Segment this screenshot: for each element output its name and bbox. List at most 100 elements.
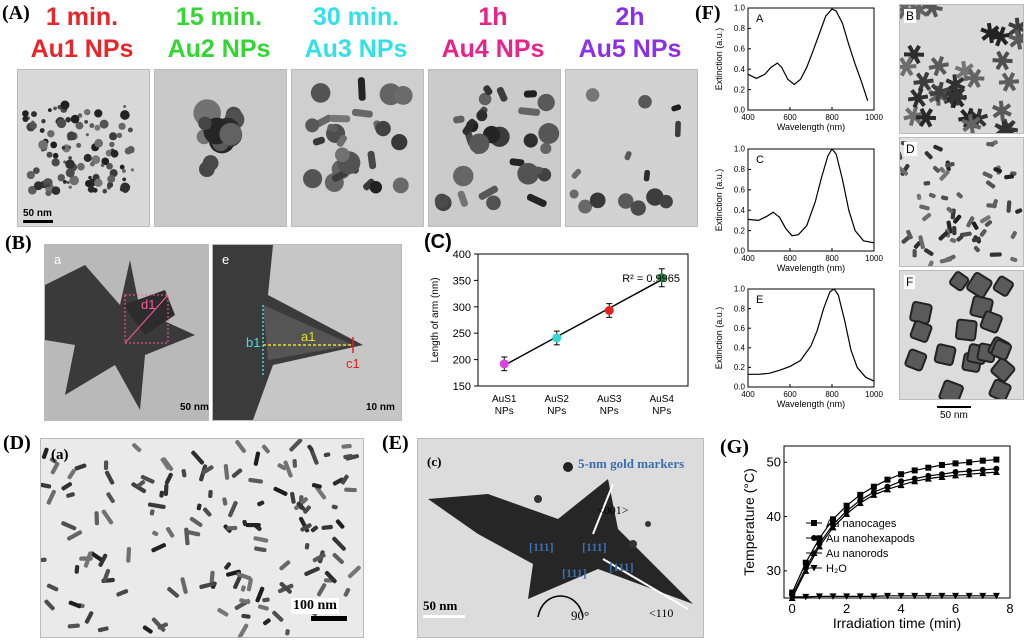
tem-particle xyxy=(41,557,47,563)
tem-particle xyxy=(1004,174,1014,180)
tem-particle xyxy=(66,181,70,185)
tem-particle xyxy=(120,182,131,193)
tem-particle xyxy=(41,447,49,459)
tem-particle xyxy=(496,86,508,102)
chart-f-a-frame xyxy=(747,7,875,111)
chart-c-xtick-label: NPs xyxy=(547,406,566,417)
chart-g-point xyxy=(965,592,973,600)
tem-d-scalebar-label: 100 nm xyxy=(291,598,339,614)
tem-particle xyxy=(523,133,538,148)
tem-particle xyxy=(263,618,271,626)
chart-f-a-xtick-label: 1000 xyxy=(865,113,883,122)
chart-g-point xyxy=(911,592,919,600)
panel-a-label-2: Au2 NPs xyxy=(167,35,271,63)
chart-g-point xyxy=(979,457,986,464)
tem-particle xyxy=(98,553,108,567)
tem-e-scalebar-label: 50 nm xyxy=(423,598,458,613)
tem-particle xyxy=(87,185,95,193)
tem-image-au4 xyxy=(428,69,561,227)
chart-g-xlabel: Irradiation time (min) xyxy=(833,615,961,631)
chart-g-ytick-label: 30 xyxy=(767,563,781,578)
tem-particle xyxy=(75,121,84,130)
tem-particle xyxy=(933,144,943,152)
tem-particle xyxy=(104,470,115,485)
tem-particle xyxy=(979,310,1003,334)
panel-a-time-1: 1 min. xyxy=(45,3,119,31)
tem-particle xyxy=(45,190,52,197)
tem-particle xyxy=(585,88,600,102)
tem-particle xyxy=(191,450,205,465)
tem-particle xyxy=(50,141,58,149)
tem-particle xyxy=(65,116,71,123)
tem-particle xyxy=(296,501,306,511)
chart-f-c: 400 600 800 1000 0.0 0.2 0.4 0.6 0.8 1.0 Wavelengt… xyxy=(714,145,883,273)
tem-image-au3 xyxy=(291,69,424,227)
chart-c-fit-line xyxy=(503,279,663,367)
tem-particle xyxy=(341,443,352,449)
tem-particle xyxy=(990,357,1016,383)
chart-c-xtick-label: NPs xyxy=(652,406,671,417)
tem-particle xyxy=(51,186,61,195)
tem-particle xyxy=(956,235,964,242)
chart-g-point xyxy=(843,502,850,509)
tem-particle xyxy=(991,100,1012,121)
tem-particle xyxy=(305,118,320,133)
tem-particle xyxy=(462,118,476,136)
chart-f-c-frame xyxy=(747,148,875,252)
chart-g-point xyxy=(911,477,919,485)
tem-f-sub-b: B xyxy=(904,9,917,23)
chart-c-ytick-label: 300 xyxy=(453,302,471,314)
tem-particle xyxy=(67,145,72,149)
tem-particle xyxy=(569,189,579,199)
tem-particle xyxy=(94,109,103,118)
tem-image-au1 xyxy=(17,69,150,227)
tem-particle xyxy=(202,155,219,171)
tem-particle xyxy=(344,487,357,493)
tem-particle xyxy=(307,444,314,452)
chart-g-ytick-label: 40 xyxy=(767,509,781,524)
tem-particle xyxy=(928,260,934,266)
tem-particle xyxy=(909,301,933,325)
tem-particle xyxy=(1006,200,1012,213)
chart-f-a-ytick-label: 0.6 xyxy=(734,44,746,53)
tem-particle xyxy=(94,124,101,131)
chart-f-e-xtick-label: 600 xyxy=(783,390,797,399)
tem-particle xyxy=(29,121,37,130)
tem-particle xyxy=(181,469,187,478)
tem-e-miller-2: [111] xyxy=(582,540,607,554)
tem-particle xyxy=(452,165,474,187)
chart-g-point xyxy=(857,491,864,498)
tem-particle xyxy=(906,229,913,240)
tem-particle xyxy=(231,468,243,478)
chart-g-point xyxy=(870,593,878,600)
chart-f-a-ylabel: Extinction (a.u.) xyxy=(714,28,724,91)
tem-particle xyxy=(46,489,56,505)
tem-particle xyxy=(392,177,409,194)
chart-c-point xyxy=(499,359,509,369)
tem-particle xyxy=(993,167,1002,174)
tem-particle xyxy=(434,193,449,208)
tem-particle xyxy=(316,583,327,597)
tem-particle xyxy=(391,133,408,151)
tem-particle xyxy=(279,560,291,571)
tem-particle xyxy=(239,598,251,605)
tem-particle xyxy=(51,158,60,167)
tem-particle xyxy=(261,444,270,454)
chart-f-c-xlabel: Wavelength (nm) xyxy=(777,263,845,273)
chart-f-e-ytick-label: 0.4 xyxy=(734,343,746,352)
tem-particle xyxy=(224,562,231,570)
tem-particle xyxy=(68,185,72,189)
tem-particle xyxy=(916,193,922,200)
tem-particle xyxy=(674,120,681,138)
chart-c: (C) 150 200 250 300 350 400 Length of arm (nm) A… xyxy=(424,231,689,417)
tem-particle xyxy=(124,147,132,155)
tem-particle xyxy=(901,235,911,244)
tem-particle xyxy=(986,141,995,147)
tem-particle xyxy=(50,461,60,475)
chart-f-e: 400 600 800 1000 0.0 0.2 0.4 0.6 0.8 1.0 Wavelengt… xyxy=(714,285,883,409)
tem-particle xyxy=(928,55,949,77)
tem-particle xyxy=(309,448,319,465)
tem-particle xyxy=(241,613,251,619)
tem-particle xyxy=(208,489,213,499)
tem-particle xyxy=(196,503,202,511)
